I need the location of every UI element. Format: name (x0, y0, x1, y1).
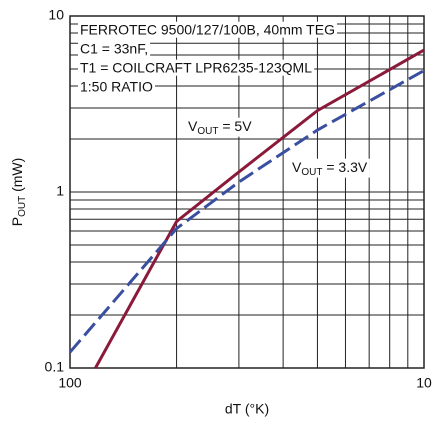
label-background (290, 158, 370, 178)
series-line (94, 48, 425, 369)
text-rest: = 3.3V (322, 159, 367, 175)
series-label: VOUT = 3.3V (292, 159, 368, 178)
text-rest: = 5V (218, 118, 252, 134)
text-sub: OUT (17, 196, 28, 217)
y-tick-label: 10 (48, 7, 64, 23)
label-background (186, 117, 255, 137)
text-rest: (mW) (9, 158, 25, 196)
x-tick-label: 10 (416, 375, 432, 391)
note: C1 = 33nF, (80, 41, 148, 57)
y-tick-label: 0.1 (45, 359, 65, 375)
note: T1 = COILCRAFT LPR6235-123QML (80, 60, 312, 76)
y-tick-label: 1 (56, 183, 64, 199)
y-axis-label: POUT (mW) (9, 158, 28, 227)
x-tick-label: 100 (58, 375, 82, 391)
note-background (78, 78, 155, 95)
text-sub: OUT (197, 126, 218, 137)
note: FERROTEC 9500/127/100B, 40mm TEG (80, 22, 335, 38)
text-base: V (188, 118, 198, 134)
text-base: V (292, 159, 302, 175)
x-axis-label: dT (°K) (225, 401, 269, 417)
note-background (78, 40, 151, 57)
text-base: P (9, 217, 25, 226)
plot-frame (69, 15, 425, 369)
note: 1:50 RATIO (80, 79, 153, 95)
note-background (78, 59, 315, 76)
text-sub: OUT (301, 167, 322, 178)
series-line (68, 69, 425, 354)
note-background (78, 21, 337, 38)
series-label: VOUT = 5V (188, 118, 252, 137)
